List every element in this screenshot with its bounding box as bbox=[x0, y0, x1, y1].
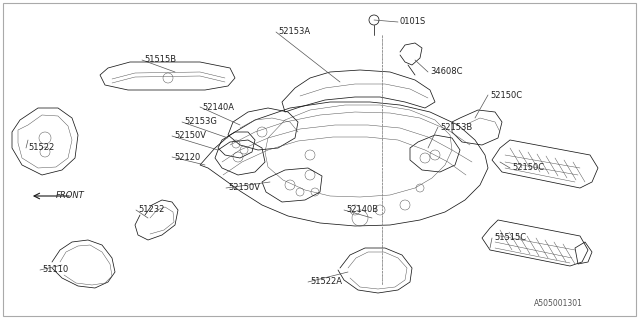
Text: 52140B: 52140B bbox=[346, 205, 378, 214]
Text: 52153A: 52153A bbox=[278, 28, 310, 36]
Text: 51515C: 51515C bbox=[494, 234, 526, 243]
Text: 52150V: 52150V bbox=[174, 132, 206, 140]
Text: FRONT: FRONT bbox=[56, 191, 84, 201]
Text: 52150C: 52150C bbox=[490, 91, 522, 100]
Text: 52140A: 52140A bbox=[202, 102, 234, 111]
Text: 51522A: 51522A bbox=[310, 277, 342, 286]
Text: 51232: 51232 bbox=[138, 205, 164, 214]
Text: 52150C: 52150C bbox=[512, 164, 544, 172]
Text: 34608C: 34608C bbox=[430, 68, 463, 76]
Text: 52153B: 52153B bbox=[440, 123, 472, 132]
Text: 51110: 51110 bbox=[42, 266, 68, 275]
Text: 51515B: 51515B bbox=[144, 55, 176, 65]
Text: 51522: 51522 bbox=[28, 143, 54, 153]
Text: 52150V: 52150V bbox=[228, 183, 260, 193]
Text: A505001301: A505001301 bbox=[534, 300, 583, 308]
Text: 0101S: 0101S bbox=[400, 18, 426, 27]
Text: 52153G: 52153G bbox=[184, 117, 217, 126]
Text: 52120: 52120 bbox=[174, 153, 200, 162]
